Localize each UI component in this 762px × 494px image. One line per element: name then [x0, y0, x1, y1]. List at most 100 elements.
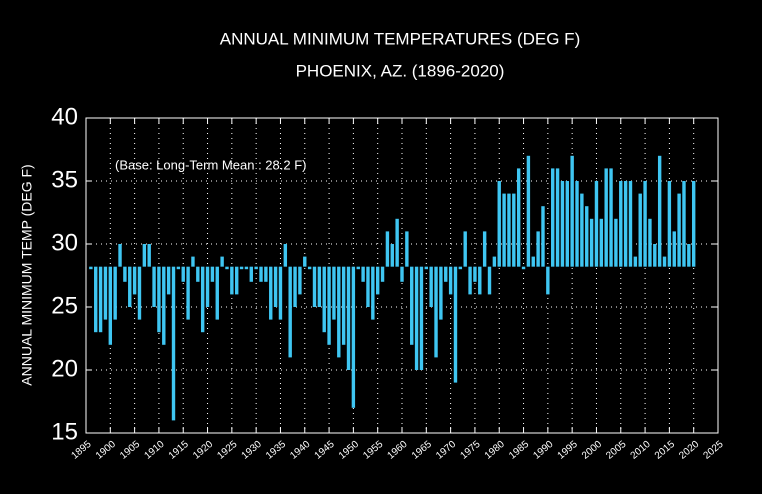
bar [176, 266, 181, 270]
bar [429, 266, 433, 307]
x-tick-label: 1945 [313, 439, 337, 462]
bar [196, 266, 200, 282]
x-tick-label: 2025 [702, 439, 726, 462]
bar [259, 266, 263, 282]
bar [585, 206, 589, 267]
bar [220, 256, 224, 267]
x-tick-label: 1985 [507, 439, 531, 462]
bar [351, 266, 356, 408]
bar [614, 218, 618, 267]
bar [541, 206, 545, 267]
bar [405, 231, 409, 267]
x-tick-label: 1900 [94, 439, 118, 462]
bar [419, 266, 424, 370]
bar [128, 266, 132, 307]
x-tick-label: 1975 [458, 439, 482, 462]
bar [317, 266, 322, 307]
bar [638, 193, 642, 267]
bar [444, 266, 448, 282]
bar [604, 168, 608, 267]
y-tick-label: 20 [51, 355, 78, 382]
bar [691, 181, 696, 267]
bar [643, 181, 647, 267]
x-tick-label: 1905 [118, 439, 142, 462]
bar [264, 266, 268, 282]
bar [648, 218, 652, 267]
bar [303, 256, 307, 267]
bar [526, 155, 531, 267]
x-tick-label: 1995 [556, 439, 580, 462]
bar [215, 266, 219, 320]
x-tick-label: 1935 [264, 439, 288, 462]
x-tick-label: 1910 [142, 439, 166, 462]
bar [424, 266, 429, 270]
bar [98, 266, 103, 333]
bar [235, 266, 239, 295]
bar [322, 266, 326, 333]
x-tick-label: 2015 [653, 439, 677, 462]
bar [181, 266, 185, 282]
bar [463, 231, 467, 267]
bar [580, 193, 584, 267]
y-tick-label: 40 [51, 103, 78, 130]
bar [410, 266, 414, 345]
bar [273, 266, 278, 307]
y-tick-label: 35 [51, 166, 78, 193]
bar [570, 155, 574, 267]
bar [103, 266, 108, 320]
bar [657, 155, 662, 267]
bar [371, 266, 375, 320]
x-tick-label: 2010 [629, 439, 653, 462]
bar [662, 256, 667, 267]
bar [341, 266, 346, 345]
bar [366, 266, 370, 307]
bar [390, 244, 394, 267]
x-tick-label: 1990 [531, 439, 555, 462]
bar [512, 193, 516, 267]
x-tick-label: 2005 [604, 439, 628, 462]
bar [439, 266, 443, 320]
bar [628, 181, 633, 267]
y-tick-label: 30 [51, 229, 78, 256]
bar [653, 244, 657, 267]
bar [361, 266, 365, 282]
bar [609, 168, 613, 267]
bar [434, 266, 438, 358]
bar [132, 266, 137, 295]
bar [487, 266, 492, 295]
bar [448, 266, 453, 295]
bar [565, 181, 569, 267]
bar [385, 231, 390, 267]
bar [521, 266, 526, 270]
x-tick-label: 1925 [215, 439, 239, 462]
bar [502, 193, 506, 267]
x-tick-label: 1920 [191, 439, 215, 462]
annotation: (Base: Long-Term Mean : 28.2 F) [115, 157, 306, 172]
x-tick-label: 1965 [410, 439, 434, 462]
bar [482, 231, 487, 267]
bar [118, 244, 122, 267]
y-tick-label: 15 [51, 418, 78, 445]
bar [478, 266, 482, 295]
bar [239, 266, 244, 270]
bar [589, 218, 594, 267]
bar [113, 266, 117, 320]
bar [152, 266, 156, 307]
bar [171, 266, 176, 421]
bar [278, 266, 283, 320]
bar [230, 266, 234, 295]
bar [551, 168, 555, 267]
bar [458, 266, 463, 270]
bar [137, 266, 142, 320]
bar [633, 256, 638, 267]
bar [312, 266, 317, 307]
x-tick-label: 1970 [434, 439, 458, 462]
y-tick-label: 25 [51, 292, 78, 319]
bar [531, 256, 535, 267]
bar [191, 256, 195, 267]
plot-frame [85, 117, 719, 434]
x-tick-label: 1915 [167, 439, 191, 462]
chart-subtitle: PHOENIX, AZ. (1896-2020) [296, 61, 505, 80]
bar [225, 266, 229, 270]
bar [687, 244, 691, 267]
